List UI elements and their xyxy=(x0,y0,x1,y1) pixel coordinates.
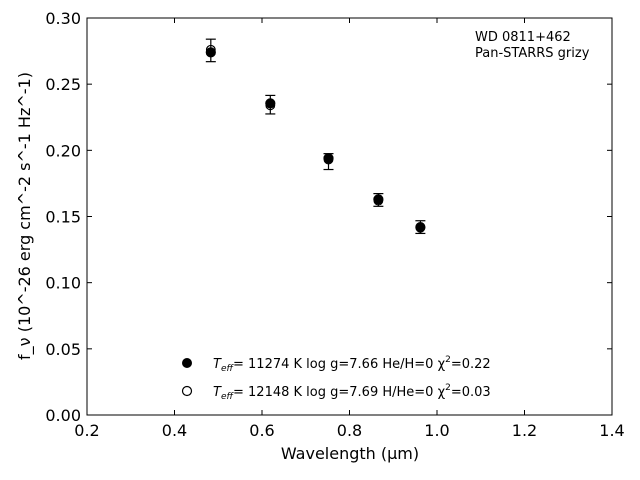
legend: Teff= 11274 K log g=7.66 He/H=0 χ2=0.22 … xyxy=(181,355,491,402)
legend-entry-1: Teff= 11274 K log g=7.66 He/H=0 χ2=0.22 xyxy=(213,355,491,374)
legend-marker-filled xyxy=(182,358,192,368)
data-markers xyxy=(205,44,426,233)
x-tick-label: 1.0 xyxy=(424,421,449,440)
legend-2-chi-val: =0.03 xyxy=(451,385,491,400)
legend-1-chi-val: =0.22 xyxy=(451,357,491,372)
annotation-survey: Pan-STARRS grizy xyxy=(475,46,590,61)
axis-ticks: 0.2 0.4 0.6 0.8 1.0 1.2 1.4 0.00 0.05 0.10 0.15 0.2… xyxy=(45,9,624,440)
x-tick-label: 0.8 xyxy=(337,421,362,440)
y-tick-label: 0.30 xyxy=(45,9,81,28)
legend-2-teff-sub: eff xyxy=(221,392,235,402)
y-tick-label: 0.10 xyxy=(45,274,81,293)
legend-marker-open xyxy=(181,385,193,397)
plot-area xyxy=(86,17,613,416)
y-tick-label: 0.00 xyxy=(45,406,81,425)
legend-1-chi-sup: 2 xyxy=(445,355,451,365)
legend-2-text: = 12148 K log g=7.69 H/He=0 χ xyxy=(233,385,446,400)
data-point-open xyxy=(415,222,426,233)
legend-1-text: = 11274 K log g=7.66 He/H=0 χ xyxy=(233,357,446,372)
data-point-open xyxy=(373,195,384,206)
x-tick-label: 1.4 xyxy=(599,421,624,440)
annotation-object: WD 0811+462 xyxy=(475,30,571,45)
y-tick-label: 0.25 xyxy=(45,75,81,94)
data-point-open xyxy=(265,100,276,111)
data-point-filled xyxy=(205,47,216,58)
legend-2-teff: T xyxy=(213,385,222,400)
x-axis-label: Wavelength (μm) xyxy=(281,444,419,463)
legend-1-teff: T xyxy=(213,357,222,372)
x-tick-label: 0.2 xyxy=(74,421,99,440)
y-tick-label: 0.15 xyxy=(45,208,81,227)
legend-2-chi-sup: 2 xyxy=(445,383,451,393)
x-tick-label: 0.6 xyxy=(249,421,274,440)
y-axis-label: f_ν (10^-26 erg cm^-2 s^-1 Hz^-1) xyxy=(15,72,35,360)
data-point-open xyxy=(205,44,216,55)
y-tick-label: 0.05 xyxy=(45,340,81,359)
x-tick-label: 0.4 xyxy=(162,421,187,440)
y-tick-label: 0.20 xyxy=(45,141,81,160)
x-tick-label: 1.2 xyxy=(512,421,537,440)
data-point-open xyxy=(323,154,334,165)
legend-entry-2: Teff= 12148 K log g=7.69 H/He=0 χ2=0.03 xyxy=(213,383,491,402)
legend-1-teff-sub: eff xyxy=(221,364,235,374)
